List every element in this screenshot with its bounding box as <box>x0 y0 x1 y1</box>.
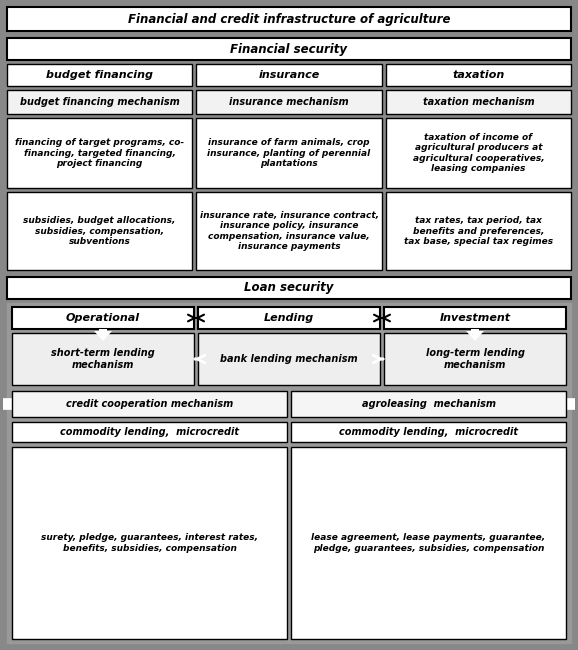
Bar <box>197 118 381 188</box>
Bar <box>7 192 192 270</box>
Text: surety, pledge, guarantees, interest rates,
benefits, subsidies, compensation: surety, pledge, guarantees, interest rat… <box>41 533 258 552</box>
Bar <box>198 307 380 329</box>
Text: financing of target programs, co-
financing, targeted financing,
project financi: financing of target programs, co- financ… <box>15 138 184 168</box>
Bar <box>12 447 287 639</box>
Bar <box>384 307 566 329</box>
Polygon shape <box>94 329 112 341</box>
Bar <box>7 118 192 188</box>
Bar <box>7 38 571 60</box>
Text: lease agreement, lease payments, guarantee,
pledge, guarantees, subsidies, compe: lease agreement, lease payments, guarant… <box>312 533 546 552</box>
Bar <box>7 303 571 643</box>
Text: commodity lending,  microcredit: commodity lending, microcredit <box>339 427 518 437</box>
Text: taxation of income of
agricultural producers at
agricultural cooperatives,
leasi: taxation of income of agricultural produ… <box>413 133 544 173</box>
Bar <box>7 64 192 86</box>
Bar <box>198 333 380 385</box>
Text: Operational: Operational <box>66 313 140 323</box>
Bar <box>7 277 571 299</box>
Bar <box>291 391 566 417</box>
Bar <box>197 90 381 114</box>
Bar <box>7 90 192 114</box>
Bar <box>197 64 381 86</box>
Text: Financial and credit infrastructure of agriculture: Financial and credit infrastructure of a… <box>128 12 450 25</box>
Bar <box>386 118 571 188</box>
Bar <box>12 391 287 417</box>
Bar <box>291 447 566 639</box>
Text: insurance of farm animals, crop
insurance, planting of perennial
plantations: insurance of farm animals, crop insuranc… <box>208 138 370 168</box>
Text: long-term lending
mechanism: long-term lending mechanism <box>425 348 524 370</box>
Text: agroleasing  mechanism: agroleasing mechanism <box>361 399 495 409</box>
Text: subsidies, budget allocations,
subsidies, compensation,
subventions: subsidies, budget allocations, subsidies… <box>24 216 176 246</box>
Text: credit cooperation mechanism: credit cooperation mechanism <box>66 399 233 409</box>
Bar <box>12 307 194 329</box>
Text: budget financing mechanism: budget financing mechanism <box>20 97 180 107</box>
Bar <box>386 90 571 114</box>
Text: Loan security: Loan security <box>244 281 334 294</box>
Text: Lending: Lending <box>264 313 314 323</box>
Text: taxation: taxation <box>452 70 505 80</box>
Bar <box>291 422 566 442</box>
Text: tax rates, tax period, tax
benefits and preferences,
tax base, special tax regim: tax rates, tax period, tax benefits and … <box>404 216 553 246</box>
Text: taxation mechanism: taxation mechanism <box>423 97 534 107</box>
Polygon shape <box>3 391 26 417</box>
Bar <box>384 333 566 385</box>
Bar <box>12 422 287 442</box>
Text: Financial security: Financial security <box>231 42 347 55</box>
Bar <box>7 7 571 31</box>
Bar <box>12 333 194 385</box>
Text: commodity lending,  microcredit: commodity lending, microcredit <box>60 427 239 437</box>
Bar <box>386 192 571 270</box>
Text: insurance rate, insurance contract,
insurance policy, insurance
compensation, in: insurance rate, insurance contract, insu… <box>199 211 379 251</box>
Text: budget financing: budget financing <box>46 70 153 80</box>
Polygon shape <box>466 329 484 341</box>
Text: insurance mechanism: insurance mechanism <box>229 97 349 107</box>
Bar <box>0 31 578 38</box>
Text: insurance: insurance <box>258 70 320 80</box>
Bar <box>0 270 578 277</box>
Bar <box>197 192 381 270</box>
Bar <box>386 64 571 86</box>
Text: bank lending mechanism: bank lending mechanism <box>220 354 358 364</box>
Polygon shape <box>552 391 575 417</box>
Text: Investment: Investment <box>439 313 510 323</box>
Text: short-term lending
mechanism: short-term lending mechanism <box>51 348 155 370</box>
